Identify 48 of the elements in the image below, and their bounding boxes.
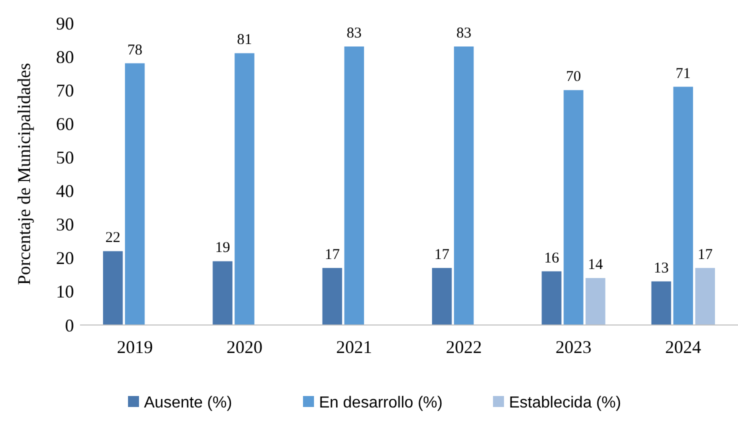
- data-label: 17: [698, 246, 714, 263]
- bar: [432, 268, 452, 325]
- data-label: 70: [566, 69, 581, 86]
- bar: [542, 271, 562, 325]
- y-tick-label: 30: [56, 214, 74, 235]
- bar: [212, 261, 232, 325]
- x-tick-label: 2020: [226, 337, 262, 357]
- legend-label: Establecida (%): [509, 394, 622, 412]
- x-tick-label: 2024: [665, 337, 702, 357]
- bar: [124, 63, 145, 325]
- data-label: 17: [324, 246, 340, 263]
- data-label: 83: [346, 25, 362, 42]
- bar: [564, 90, 584, 325]
- bar: [586, 278, 606, 325]
- data-label: 13: [654, 260, 669, 276]
- bar: [103, 251, 123, 325]
- y-tick-label: 0: [65, 315, 74, 336]
- bar: [234, 53, 254, 325]
- data-label: 83: [456, 25, 472, 42]
- y-tick-label: 10: [56, 282, 74, 302]
- y-tick-label: 60: [56, 114, 74, 134]
- x-tick-label: 2023: [556, 337, 592, 357]
- legend-label: En desarrollo (%): [319, 394, 443, 412]
- y-tick-label: 20: [56, 248, 74, 268]
- data-label: 78: [127, 42, 142, 58]
- data-label: 19: [215, 240, 230, 256]
- data-label: 22: [105, 230, 120, 246]
- x-tick-label: 2022: [446, 337, 482, 357]
- data-label: 16: [544, 250, 560, 266]
- data-label: 17: [434, 246, 450, 263]
- data-label: 14: [588, 257, 604, 274]
- y-axis-title: Porcentaje de Municipalidades: [14, 63, 34, 285]
- legend-label: Ausente (%): [144, 394, 232, 412]
- bar: [695, 268, 715, 325]
- bar: [651, 281, 672, 325]
- y-tick-label: 70: [56, 80, 74, 100]
- bar: [673, 86, 694, 325]
- data-label: 81: [237, 32, 252, 48]
- y-tick-label: 40: [56, 181, 74, 202]
- bar: [454, 46, 474, 325]
- y-tick-label: 90: [56, 13, 74, 34]
- bar: [322, 268, 342, 325]
- data-label: 71: [676, 66, 691, 82]
- x-tick-label: 2019: [116, 337, 153, 357]
- y-tick-label: 50: [56, 148, 74, 168]
- x-tick-label: 2021: [336, 337, 372, 357]
- bar: [344, 46, 364, 325]
- y-tick-label: 80: [56, 46, 74, 67]
